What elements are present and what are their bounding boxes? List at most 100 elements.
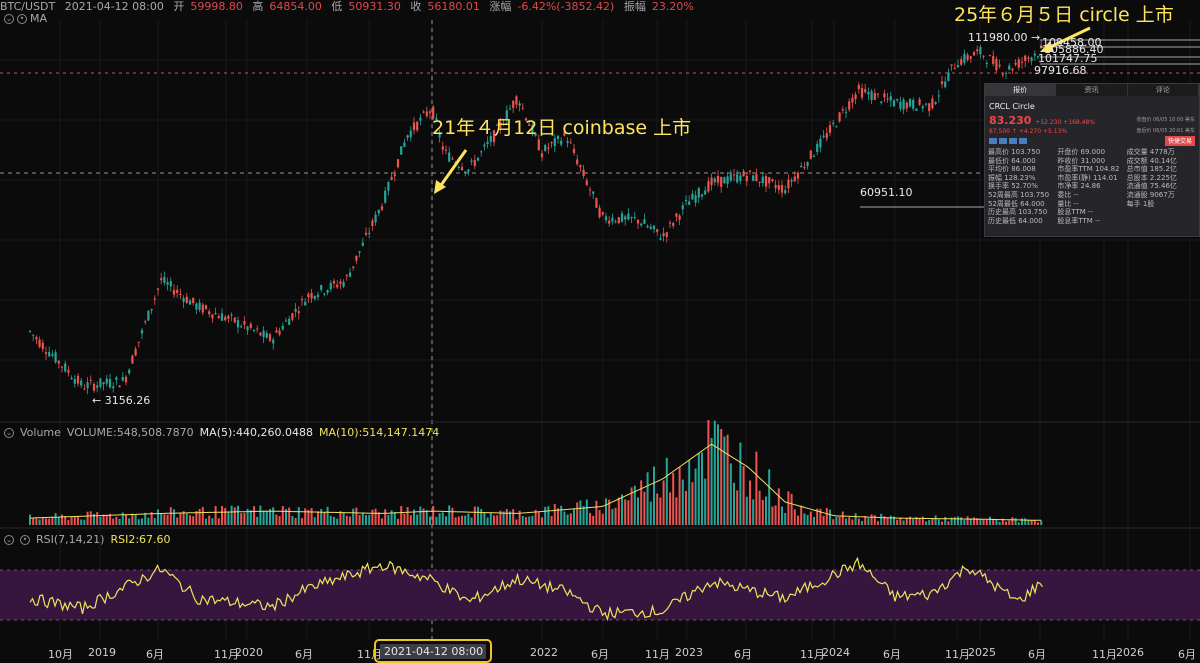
candle-body bbox=[460, 167, 464, 170]
candle-body bbox=[572, 148, 576, 153]
quote-stat-cell: 成交量 4778万 bbox=[1126, 148, 1175, 156]
candle-body bbox=[736, 174, 739, 183]
candle-body bbox=[147, 310, 150, 321]
candle-body bbox=[588, 189, 592, 191]
tab-news[interactable]: 资讯 bbox=[1056, 84, 1128, 96]
candle-body bbox=[163, 276, 166, 283]
candle-body bbox=[406, 135, 409, 138]
candle-body bbox=[1001, 74, 1004, 76]
quote-ticker: CRCL Circle bbox=[989, 102, 1035, 111]
quote-stat-cell: 52周最高 103.750 bbox=[988, 190, 1050, 199]
volume-bar bbox=[950, 517, 953, 525]
candle-body bbox=[80, 380, 83, 386]
tab-quote[interactable]: 报价 bbox=[985, 84, 1057, 96]
candle-body bbox=[201, 304, 204, 313]
volume-bar bbox=[313, 517, 316, 525]
volume-bar bbox=[77, 516, 79, 525]
quote-stats: 最高价 103.750 开盘价 69.000 成交量 4778万 最低价 64.000… bbox=[985, 148, 1199, 225]
volume-bar bbox=[518, 510, 521, 525]
change-label: 涨幅 bbox=[489, 0, 512, 13]
x-axis-tick-label: 2022 bbox=[530, 646, 558, 659]
candle-body bbox=[51, 354, 54, 356]
candle-body bbox=[880, 101, 883, 103]
candle-body bbox=[838, 112, 841, 122]
volume-bar bbox=[281, 506, 284, 525]
rsi-indicator-row[interactable]: ⌄ • RSI(7,14,21) RSI2:67.60 bbox=[4, 533, 171, 546]
volume-bar bbox=[304, 508, 307, 525]
volume-bar bbox=[697, 453, 700, 525]
candle-body bbox=[809, 150, 812, 159]
collapse-icon[interactable]: ⌄ bbox=[4, 13, 14, 24]
volume-bar bbox=[291, 516, 294, 525]
volume-bar bbox=[192, 516, 195, 525]
volume-bar bbox=[720, 429, 723, 525]
candle-body bbox=[739, 175, 742, 181]
bell-icon[interactable]: • bbox=[20, 534, 30, 545]
x-axis-tick-label: 11月 bbox=[1092, 648, 1117, 661]
volume-bar bbox=[182, 511, 185, 525]
volume-bar bbox=[112, 518, 115, 525]
candle-body bbox=[748, 170, 752, 172]
volume-bar bbox=[115, 516, 118, 525]
quote-stat-row: 历史最高 103.750 股息TTM -- bbox=[985, 208, 1199, 217]
volume-bar bbox=[563, 511, 566, 525]
quote-panel[interactable]: 报价 资讯 评论 CRCL Circle 83.230 +52.230 +168… bbox=[984, 83, 1200, 237]
volume-bar bbox=[205, 518, 207, 525]
candle-body bbox=[841, 109, 844, 111]
volume-bar bbox=[649, 501, 652, 525]
candle-body bbox=[931, 98, 934, 109]
candle-body bbox=[764, 176, 768, 187]
collapse-icon[interactable]: ⌄ bbox=[4, 534, 14, 545]
candle-body bbox=[544, 145, 547, 151]
volume-bar bbox=[589, 513, 591, 525]
volume-bar bbox=[249, 510, 252, 525]
candle-body bbox=[915, 108, 918, 111]
volume-bar bbox=[957, 516, 959, 525]
volume-bar bbox=[121, 512, 124, 525]
volume-bar bbox=[605, 498, 607, 525]
candle-body bbox=[969, 56, 972, 59]
volume-bar bbox=[675, 497, 678, 525]
volume-bar bbox=[643, 491, 646, 525]
volume-bar bbox=[867, 518, 870, 525]
volume-bar bbox=[217, 518, 220, 525]
volume-bar bbox=[678, 466, 681, 525]
candle-body bbox=[918, 99, 921, 105]
volume-bar bbox=[861, 521, 863, 525]
candle-body bbox=[905, 102, 908, 109]
candle-body bbox=[217, 316, 220, 319]
candle-body bbox=[310, 292, 313, 299]
volume-bar bbox=[317, 511, 319, 525]
quote-panel-tabs[interactable]: 报价 资讯 评论 bbox=[985, 84, 1199, 96]
volume-indicator-row[interactable]: ⌄ Volume VOLUME:548,508.7870 MA(5):440,2… bbox=[4, 426, 439, 439]
collapse-icon[interactable]: ⌄ bbox=[4, 427, 14, 438]
volume-bar bbox=[1037, 522, 1039, 525]
quote-icons[interactable] bbox=[989, 138, 1027, 144]
candle-body bbox=[515, 96, 518, 105]
candle-body bbox=[755, 174, 758, 182]
bell-icon[interactable]: • bbox=[17, 13, 27, 24]
candle-body bbox=[704, 190, 707, 195]
volume-bar bbox=[541, 517, 543, 525]
high-value: 64854.00 bbox=[269, 0, 322, 13]
volume-bar bbox=[157, 509, 159, 525]
x-axis-tick-label: 11月 bbox=[214, 648, 239, 661]
candle-body bbox=[636, 219, 640, 224]
candle-body bbox=[262, 330, 265, 338]
volume-bar bbox=[909, 516, 911, 525]
candle-body bbox=[92, 383, 96, 391]
crosshair-date-label: 2021-04-12 08:00 bbox=[374, 639, 492, 663]
volume-bar bbox=[557, 508, 559, 525]
quick-trade-button[interactable]: 快捷交易 bbox=[1164, 136, 1195, 146]
ma-indicator-row[interactable]: ⌄ • MA bbox=[4, 12, 47, 25]
volume-bar bbox=[419, 506, 422, 525]
tab-comments[interactable]: 评论 bbox=[1128, 84, 1199, 96]
volume-bar bbox=[153, 518, 156, 525]
candle-body bbox=[956, 65, 960, 68]
volume-bar bbox=[297, 507, 300, 525]
candle-body bbox=[899, 101, 902, 109]
candle-body bbox=[534, 133, 537, 136]
volume-bar bbox=[355, 507, 358, 525]
price-label-2: 109458.00 bbox=[1042, 36, 1102, 49]
